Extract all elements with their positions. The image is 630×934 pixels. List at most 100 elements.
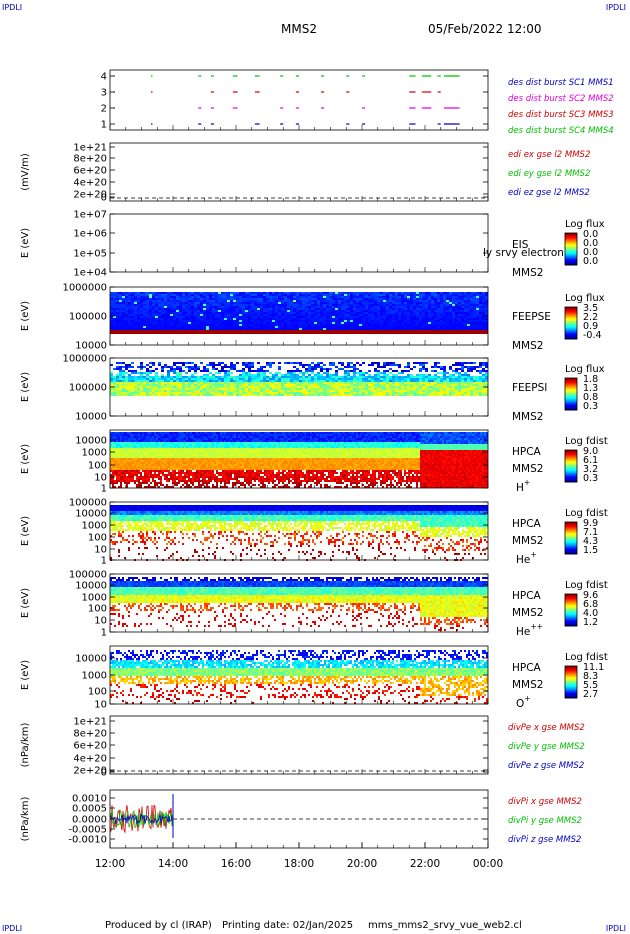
spectrogram-hpca-o	[110, 650, 488, 704]
ytick-label: 1	[101, 484, 107, 495]
species-charge: +	[530, 550, 536, 559]
ytick-label: 0.0000	[72, 815, 107, 826]
ytick-label: 4e+20	[73, 754, 107, 765]
colorbar-tick-label: 1.8	[583, 374, 598, 385]
species-label: H+	[516, 478, 530, 494]
legend-entry: divPe x gse MMS2	[508, 723, 585, 733]
colorbar	[564, 232, 578, 266]
xtick-label: 22:00	[410, 858, 440, 870]
colorbar-tick-label: -0.4	[583, 330, 602, 341]
xaxis: 12:00 14:00 16:00 18:00 20:00 22:00 00:00	[95, 125, 503, 870]
ytick-label: 1000	[82, 448, 107, 459]
ytick-label: -0.0010	[68, 835, 107, 846]
legend-entry: des dist burst SC2 MMS2	[508, 94, 614, 104]
yaxis-label: (mV/m)	[20, 153, 31, 191]
colorbar	[564, 377, 578, 411]
colorbar-tick-label: 0.8	[583, 392, 598, 403]
colorbar-title: Log flux	[565, 293, 605, 304]
corner-tag-bottom-left: IPDLI	[2, 924, 23, 933]
ytick-label: 10	[94, 700, 107, 711]
colorbar-title: Log fdist	[565, 580, 608, 591]
ytick-label: 8e+20	[73, 154, 107, 165]
spectrogram-hpca-hepp	[110, 577, 488, 631]
ytick-label: 0	[101, 768, 107, 779]
panel-eis: 1e+07 1e+06 1e+05 1e+04 E (eV) EIS MMS2 ly srvy…	[20, 210, 605, 280]
instrument-label: FEEPSI	[512, 382, 547, 394]
xtick-label: 20:00	[347, 858, 377, 870]
instrument-label: HPCA	[512, 590, 542, 602]
ytick-label: 1000	[82, 671, 107, 682]
colorbar-tick-label: 6.8	[583, 599, 598, 610]
legend: divPi x gse MMS2 divPi y gse MMS2 divPi z …	[508, 797, 582, 845]
colorbar-tick-label: 2.7	[583, 689, 598, 700]
ytick-label: 100	[88, 533, 107, 544]
spacecraft-label: MMS2	[512, 267, 543, 279]
colorbar-tick-label: 1.5	[583, 545, 598, 556]
ytick-label: 2	[101, 104, 107, 115]
legend: des dist burst SC1 MMS1 des dist burst SC…	[508, 78, 614, 136]
colorbar-tick-label: 8.3	[583, 671, 598, 682]
panel-hpca-o: 10000 1000 100 10 E (eV) HPCA MMS2 O+ Log fdist1…	[20, 645, 608, 711]
overlay-label: ly srvy electron to	[483, 247, 578, 259]
panel-frame	[109, 715, 489, 775]
spacecraft-label: MMS2	[512, 340, 543, 352]
ytick-label: 1e+21	[73, 143, 107, 154]
ytick-label: 10000	[75, 341, 107, 352]
ytick-label: 3	[101, 88, 107, 99]
ytick-label: 100000	[69, 312, 107, 323]
colorbar-tick-label: 6.1	[583, 455, 598, 466]
yaxis-label: (nPa/km)	[20, 723, 31, 768]
ytick-label: 100000	[69, 570, 107, 581]
legend-entry: des dist burst SC4 MMS4	[508, 126, 614, 136]
ytick-label: 10000	[75, 436, 107, 447]
ytick-label: 10000	[75, 412, 107, 423]
ytick-label: 10	[94, 473, 107, 484]
ytick-label: 0.0005	[72, 804, 107, 815]
colorbar-tick-label: 9.0	[583, 446, 598, 457]
ytick-label: 4e+20	[73, 178, 107, 189]
date-title: 05/Feb/2022 12:00	[428, 22, 542, 36]
colorbar-tick-label: 0.3	[583, 401, 598, 412]
ytick-label: 1	[101, 628, 107, 639]
colorbar-tick-label: 0.0	[583, 256, 598, 267]
ytick-label: 4	[101, 72, 107, 83]
legend: edi ex gse l2 MMS2 edi ey gse l2 MMS2 edi …	[508, 150, 590, 198]
ytick-label: -0.0005	[68, 825, 107, 836]
spacecraft-label: MMS2	[512, 411, 543, 423]
ytick-label: 1000	[82, 521, 107, 532]
ytick-label: 1e+04	[73, 268, 107, 279]
legend-entry: des dist burst SC3 MMS3	[508, 110, 614, 120]
ytick-label: 1000000	[62, 283, 107, 294]
ytick-label: 0.0010	[72, 794, 107, 805]
instrument-label: FEEPSE	[512, 311, 551, 323]
ytick-label: 6e+20	[73, 166, 107, 177]
colorbar	[564, 521, 578, 555]
colorbar-tick-label: 4.0	[583, 608, 598, 619]
colorbar-tick-label: 0.0	[583, 238, 598, 249]
xtick-label: 16:00	[221, 858, 251, 870]
xtick-label: 18:00	[284, 858, 314, 870]
species-label: He++	[516, 622, 543, 638]
legend-entry: divPi z gse MMS2	[508, 835, 581, 845]
colorbar-tick-label: 2.2	[583, 312, 598, 323]
ytick-label: 1	[101, 556, 107, 567]
panel-feepse: 1000000 100000 10000 E (eV) FEEPSE MMS2 Log fl…	[20, 283, 605, 353]
xtick-label: 00:00	[473, 858, 503, 870]
spacecraft-label: MMS2	[512, 463, 543, 475]
instrument-label: HPCA	[512, 446, 542, 458]
spectrogram-hpca-he	[110, 505, 488, 561]
ytick-label: 1000	[82, 593, 107, 604]
yaxis-label: E (eV)	[20, 301, 31, 331]
footer-filename: mms_mms2_srvy_vue_web2.cl	[368, 920, 522, 931]
yaxis-label: E (eV)	[20, 444, 31, 474]
series-z	[109, 813, 174, 825]
legend-entry: divPe y gse MMS2	[508, 742, 585, 752]
legend-entry: divPi x gse MMS2	[508, 797, 582, 807]
spectrogram-hpca-h	[110, 432, 488, 488]
colorbar-title: Log flux	[565, 219, 605, 230]
